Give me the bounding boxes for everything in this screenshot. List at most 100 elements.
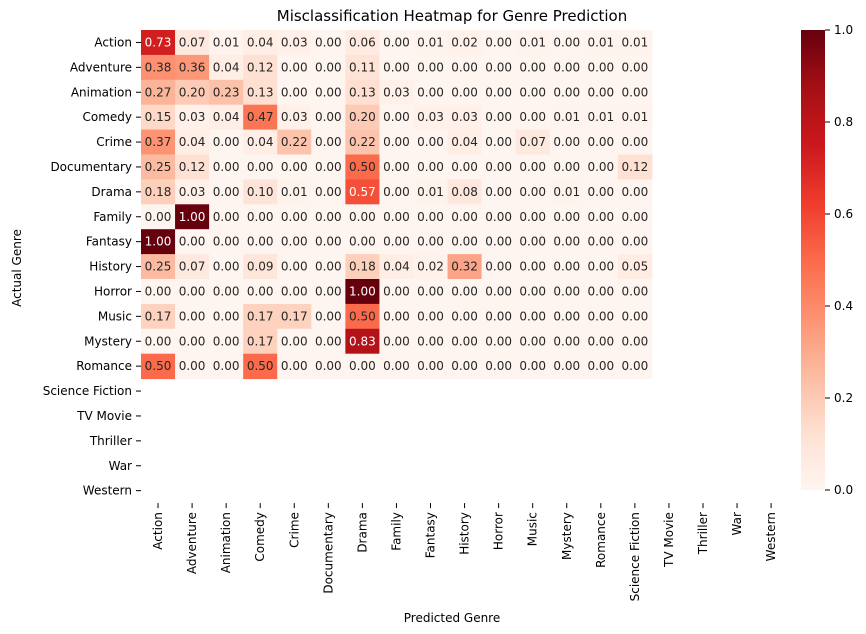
heatmap-cell	[549, 30, 585, 56]
heatmap-cell	[515, 254, 551, 280]
heatmap-cell	[447, 254, 483, 280]
heatmap-cell	[209, 104, 244, 131]
cell-value-label: 0.73	[145, 35, 172, 49]
cell-value-label: 0.00	[622, 60, 649, 74]
cell-value-label: 0.01	[553, 185, 580, 199]
heatmap-cell	[481, 30, 517, 56]
heatmap-cell	[481, 204, 517, 230]
cell-value-label: 1.00	[349, 284, 376, 298]
cell-value-label: 0.07	[179, 260, 206, 274]
heatmap-cells: 0.73 0.07 0.01 0.04 0.03 0.00 0.06 0.00 0.01 0.02…	[141, 30, 653, 380]
cell-value-label: 0.00	[485, 135, 512, 149]
cell-value-label: 0.50	[247, 359, 274, 373]
heatmap-cell	[277, 54, 312, 81]
heatmap-cell	[583, 229, 619, 255]
heatmap-cell	[175, 54, 210, 81]
heatmap-cell	[447, 303, 483, 330]
cell-value-label: 0.00	[213, 284, 240, 298]
cell-value-label: 0.00	[587, 210, 614, 224]
cell-value-label: 0.00	[519, 85, 546, 99]
heatmap-cell	[277, 30, 312, 56]
heatmap-cell	[447, 154, 483, 180]
cell-value-label: 0.04	[383, 260, 410, 274]
cell-value-label: 0.08	[451, 185, 478, 199]
cell-value-label: 0.00	[519, 309, 546, 323]
cell-value-label: 0.00	[553, 235, 580, 249]
cell-value-label: 0.50	[349, 309, 376, 323]
y-tick-label: War	[109, 459, 132, 473]
heatmap-cell	[481, 303, 517, 330]
cell-value-label: 0.17	[247, 309, 274, 323]
cell-value-label: 0.00	[587, 160, 614, 174]
heatmap-cell	[617, 254, 653, 280]
cell-value-label: 0.00	[485, 60, 512, 74]
heatmap-cell	[413, 129, 449, 155]
x-tick-label: Horror	[492, 512, 506, 550]
cell-value-label: 0.01	[417, 35, 444, 49]
x-tick-label: Adventure	[185, 512, 199, 574]
cell-value-label: 0.00	[145, 334, 172, 348]
cell-value-label: 0.01	[622, 110, 649, 124]
x-tick-label: Romance	[594, 512, 608, 568]
cell-value-label: 0.00	[179, 235, 206, 249]
heatmap-cell	[481, 179, 517, 205]
x-tick-label: Music	[526, 512, 540, 546]
cell-value-label: 0.00	[247, 284, 274, 298]
heatmap-cell	[379, 129, 414, 155]
heatmap-cell	[413, 54, 449, 81]
y-axis-label: Actual Genre	[10, 229, 24, 307]
cell-value-label: 0.00	[417, 60, 444, 74]
cell-value-label: 0.03	[179, 110, 206, 124]
cell-value-label: 0.15	[145, 110, 172, 124]
cell-value-label: 0.00	[281, 284, 308, 298]
cell-value-label: 0.02	[417, 260, 444, 274]
cell-value-label: 0.18	[145, 185, 172, 199]
heatmap-cell	[583, 79, 619, 106]
cell-value-label: 0.11	[349, 60, 376, 74]
heatmap-cell	[243, 154, 278, 180]
heatmap-cell	[345, 254, 380, 280]
x-tick-label: Family	[389, 512, 403, 551]
cell-value-label: 0.00	[315, 160, 342, 174]
cell-value-label: 0.01	[417, 185, 444, 199]
cell-value-label: 0.00	[213, 359, 240, 373]
heatmap-cell	[583, 303, 619, 330]
cell-value-label: 0.00	[622, 210, 649, 224]
cell-value-label: 0.00	[553, 309, 580, 323]
heatmap-cell	[243, 179, 278, 205]
heatmap-cell	[413, 279, 449, 305]
heatmap-cell	[141, 254, 176, 280]
heatmap-cell	[481, 353, 517, 380]
cell-value-label: 0.03	[281, 110, 308, 124]
heatmap-cell	[549, 229, 585, 255]
heatmap-cell	[515, 104, 551, 131]
x-tick-label: Comedy	[253, 512, 267, 562]
y-tick-label: Family	[93, 210, 132, 224]
cell-value-label: 0.00	[383, 35, 410, 49]
heatmap-cell	[243, 30, 278, 56]
cell-value-label: 0.00	[315, 309, 342, 323]
heatmap-cell	[379, 353, 414, 380]
cell-value-label: 0.00	[315, 185, 342, 199]
heatmap-cell	[515, 129, 551, 155]
cell-value-label: 0.00	[553, 284, 580, 298]
heatmap-cell	[617, 30, 653, 56]
cell-value-label: 0.04	[213, 60, 240, 74]
cell-value-label: 0.00	[383, 210, 410, 224]
heatmap-cell	[583, 179, 619, 205]
cell-value-label: 0.00	[281, 160, 308, 174]
cell-value-label: 0.00	[247, 210, 274, 224]
cell-value-label: 0.00	[587, 359, 614, 373]
heatmap-cell	[617, 129, 653, 155]
heatmap-cell	[209, 279, 244, 305]
heatmap-cell	[311, 204, 346, 230]
heatmap-cell	[447, 353, 483, 380]
cell-value-label: 0.00	[622, 309, 649, 323]
cell-value-label: 0.00	[213, 185, 240, 199]
heatmap-cell	[243, 303, 278, 330]
cell-value-label: 0.00	[451, 235, 478, 249]
cell-value-label: 0.04	[179, 135, 206, 149]
cell-value-label: 0.00	[519, 260, 546, 274]
y-tick-label: Fantasy	[86, 235, 132, 249]
heatmap-cell	[209, 353, 244, 380]
